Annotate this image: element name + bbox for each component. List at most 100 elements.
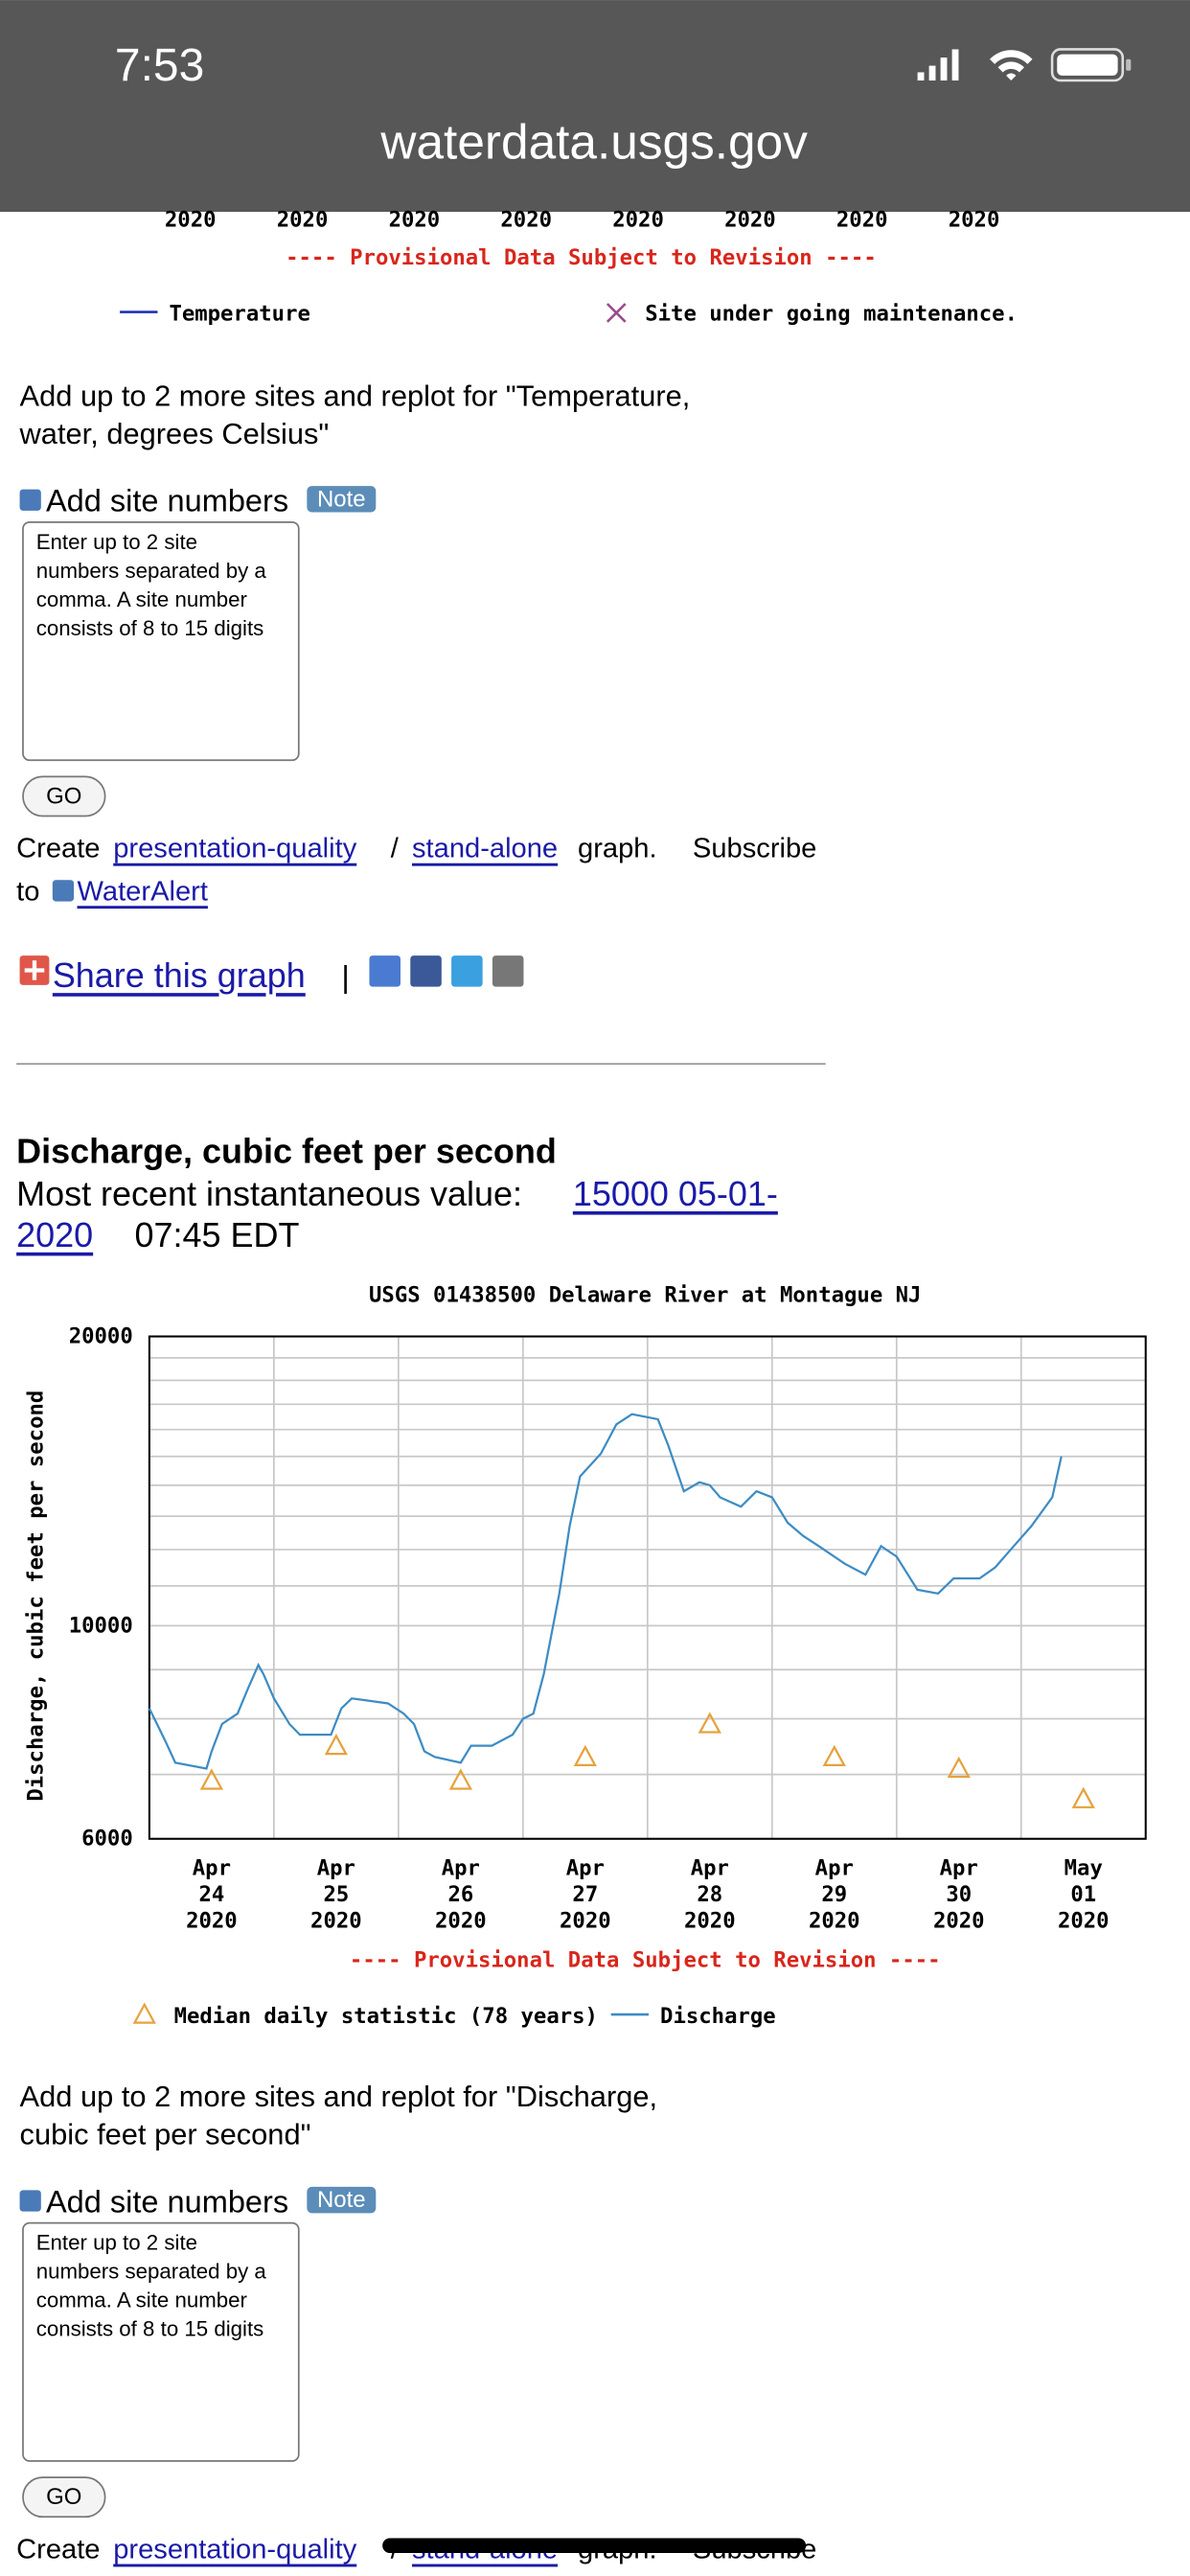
content: 2020 2020 2020 2020 2020 2020 2020 2020 ---- Pro…	[16, 208, 1147, 2565]
add-site-label: Add site numbers	[46, 484, 288, 518]
recent-label: Most recent instantaneous value:	[16, 1174, 522, 1213]
recent-link[interactable]: 2020	[16, 1215, 93, 1254]
presentation-link[interactable]: presentation-quality	[113, 2535, 356, 2565]
median-marker	[199, 1768, 224, 1790]
legend-x	[606, 303, 627, 323]
x-tick-label: 2020	[933, 1908, 985, 1933]
textarea-placeholder: numbers separated by a	[36, 2260, 267, 2284]
separator: |	[341, 959, 349, 994]
help-icon[interactable]	[19, 489, 41, 511]
x-tick-label: 2020	[310, 1908, 362, 1933]
replot-text: Add up to 2 more sites and replot for "D…	[20, 2080, 658, 2113]
median-marker	[698, 1712, 721, 1734]
note-badge-bg[interactable]	[307, 2186, 377, 2214]
chart-title: USGS 01438500 Delaware River at Montague…	[369, 1283, 921, 1308]
legend-label: Discharge	[660, 2004, 776, 2029]
create-text: Create	[16, 2535, 100, 2565]
median-marker	[947, 1756, 971, 1779]
x-tick-label: 2020	[277, 208, 329, 233]
subscribe-text: Subscribe	[693, 834, 816, 864]
go-button-bg[interactable]	[22, 2476, 106, 2518]
clock: 7:53	[115, 40, 204, 91]
legend-label: Site under going maintenance.	[645, 301, 1018, 326]
social-icon[interactable]	[369, 955, 400, 987]
help-icon[interactable]	[52, 880, 75, 902]
x-tick-label: 2020	[435, 1908, 487, 1933]
status-bar	[0, 0, 1190, 213]
legend-label: Temperature	[169, 301, 309, 326]
x-tick-label: 2020	[684, 1908, 736, 1933]
y-tick-label: 20000	[69, 1324, 133, 1349]
note-badge-bg[interactable]	[307, 486, 377, 513]
slash: /	[391, 834, 400, 864]
textarea-placeholder: comma. A site number	[36, 2288, 248, 2312]
x-tick-label: May	[1064, 1856, 1103, 1881]
social-icon[interactable]	[410, 955, 442, 987]
go-button-bg[interactable]	[22, 775, 106, 817]
go-button[interactable]: GO	[46, 2484, 81, 2510]
note-badge[interactable]: Note	[317, 486, 366, 512]
x-tick-label: 2020	[612, 208, 664, 233]
x-tick-label: 2020	[389, 208, 441, 233]
x-tick-label: 2020	[560, 1908, 611, 1933]
x-tick-label: Apr	[193, 1856, 231, 1881]
textarea-placeholder: Enter up to 2 site	[36, 2231, 197, 2255]
replot-section: Add up to 2 more sites and replot for "D…	[16, 2080, 816, 2564]
median-marker	[448, 1768, 473, 1790]
social-icon[interactable]	[492, 955, 524, 987]
x-tick-label: 2020	[1058, 1908, 1110, 1933]
replot-text: cubic feet per second"	[20, 2118, 311, 2151]
social-icon[interactable]	[451, 955, 483, 987]
replot-text: water, degrees Celsius"	[19, 417, 330, 450]
x-tick-label: 2020	[836, 208, 888, 233]
provisional-note: ---- Provisional Data Subject to Revisio…	[286, 245, 877, 270]
replot-section: Add up to 2 more sites and replot for "T…	[16, 379, 816, 995]
x-tick-label: 24	[198, 1882, 224, 1907]
status-icons	[917, 48, 1132, 82]
x-tick-label: 2020	[724, 208, 776, 233]
note-badge[interactable]: Note	[317, 2187, 366, 2213]
x-tick-label: 29	[821, 1882, 847, 1907]
y-axis-label: Discharge, cubic feet per second	[24, 1391, 49, 1802]
x-tick-label: 2020	[949, 208, 1000, 233]
replot-text: Add up to 2 more sites and replot for "T…	[20, 379, 691, 412]
textarea-placeholder: consists of 8 to 15 digits	[36, 616, 264, 640]
recent-time: 07:45 EDT	[134, 1215, 299, 1254]
x-tick-label: 27	[572, 1882, 598, 1907]
share-link[interactable]: Share this graph	[53, 955, 306, 995]
x-tick-label: Apr	[815, 1856, 854, 1881]
median-marker	[573, 1744, 597, 1767]
x-tick-label: 2020	[809, 1908, 860, 1933]
section-heading: Discharge, cubic feet per second	[16, 1131, 557, 1170]
graph-text: graph.	[578, 834, 657, 864]
median-marker	[822, 1744, 846, 1767]
textarea-placeholder: Enter up to 2 site	[36, 530, 197, 554]
data-line	[148, 1413, 1063, 1770]
chart: USGS 01438500 Delaware River at Montague…	[24, 1283, 1147, 2029]
x-tick-label: 30	[946, 1882, 972, 1907]
x-tick-label: Apr	[442, 1856, 480, 1881]
x-tick-label: 01	[1070, 1882, 1096, 1907]
recent-link[interactable]: 15000 05-01-	[573, 1174, 778, 1213]
textarea-placeholder: numbers separated by a	[36, 559, 267, 583]
textarea-placeholder: consists of 8 to 15 digits	[36, 2317, 264, 2341]
wateralert-link[interactable]: WaterAlert	[78, 876, 208, 907]
site-textarea[interactable]	[22, 2221, 300, 2462]
to-text: to	[16, 876, 39, 907]
go-button[interactable]: GO	[46, 783, 81, 809]
x-tick-label: Apr	[940, 1856, 978, 1881]
standalone-link[interactable]: stand-alone	[412, 834, 558, 864]
presentation-link[interactable]: presentation-quality	[113, 834, 356, 864]
x-tick-label: 25	[323, 1882, 349, 1907]
x-tick-label: 2020	[186, 1908, 238, 1933]
share-plus	[24, 960, 45, 980]
plot-frame	[148, 1335, 1147, 1840]
site-textarea[interactable]	[22, 520, 300, 762]
home-indicator	[382, 2538, 807, 2553]
y-tick-label: 10000	[69, 1613, 133, 1638]
provisional-note: ---- Provisional Data Subject to Revisio…	[350, 1948, 941, 1973]
help-icon[interactable]	[19, 2190, 41, 2212]
x-tick-label: Apr	[317, 1856, 355, 1881]
url[interactable]: waterdata.usgs.gov	[379, 113, 808, 169]
